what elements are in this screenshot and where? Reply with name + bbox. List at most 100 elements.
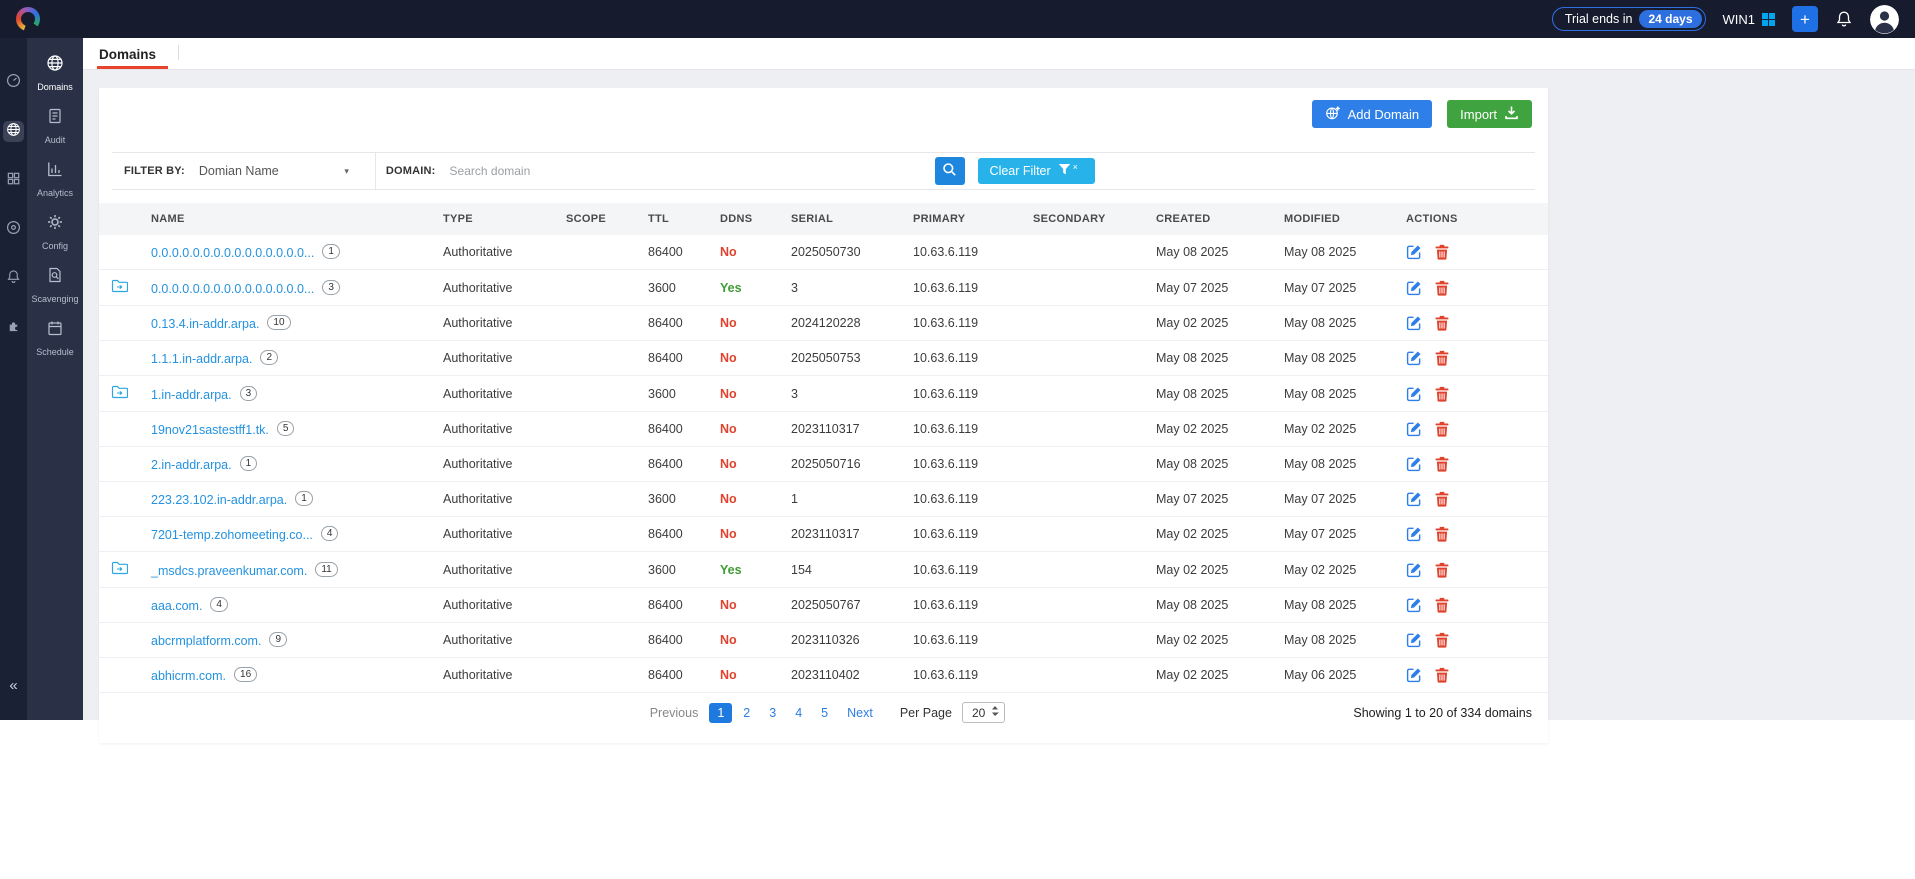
delete-domain-button[interactable] [1434,280,1450,296]
sidebar-item-audit[interactable]: Audit [27,99,83,152]
edit-domain-button[interactable] [1406,526,1422,542]
column-header-scope[interactable]: SCOPE [558,203,640,235]
tab-domains[interactable]: Domains [97,41,169,69]
record-count-badge: 3 [322,279,340,295]
notifications-bell-icon[interactable] [1835,10,1853,28]
domain-link[interactable]: 223.23.102.in-addr.arpa. [151,493,288,507]
filter-by-select[interactable]: Domian Name ▾ [185,164,357,178]
column-header-type[interactable]: TYPE [435,203,558,235]
edit-domain-button[interactable] [1406,244,1422,260]
rail-item-bell[interactable] [3,268,24,289]
sidebar-item-config[interactable]: Config [27,205,83,258]
edit-domain-button[interactable] [1406,315,1422,331]
edit-domain-button[interactable] [1406,562,1422,578]
add-domain-button[interactable]: Add Domain [1311,100,1433,128]
domain-link[interactable]: aaa.com. [151,599,203,613]
column-header-name[interactable]: NAME [143,203,435,235]
domain-link[interactable]: 7201-temp.zohomeeting.co... [151,528,313,542]
column-header-ddns[interactable]: DDNS [712,203,783,235]
delete-domain-button[interactable] [1434,386,1450,402]
zone-transfer-folder-icon [111,385,128,399]
edit-domain-button[interactable] [1406,386,1422,402]
domain-link[interactable]: 19nov21sastestff1.tk. [151,423,269,437]
cell-created: May 08 2025 [1148,340,1276,376]
delete-domain-button[interactable] [1434,667,1450,683]
domain-search-input[interactable] [449,164,935,178]
cell-serial: 2023110326 [783,622,905,658]
sidebar-item-analytics[interactable]: Analytics [27,152,83,205]
cell-ttl: 86400 [640,305,712,341]
pagination-previous[interactable]: Previous [649,705,699,720]
domain-link[interactable]: 0.13.4.in-addr.arpa. [151,317,260,331]
delete-domain-button[interactable] [1434,350,1450,366]
column-header-primary[interactable]: PRIMARY [905,203,1025,235]
cell-secondary [1025,481,1148,517]
delete-domain-button[interactable] [1434,456,1450,472]
search-button[interactable] [934,157,965,185]
column-header-actions[interactable]: ACTIONS [1398,203,1548,235]
column-header-created[interactable]: CREATED [1148,203,1276,235]
app-logo-icon[interactable] [16,7,40,31]
delete-domain-button[interactable] [1434,315,1450,331]
pagination-page-1[interactable]: 1 [709,702,733,723]
trial-banner[interactable]: Trial ends in 24 days [1551,7,1706,31]
column-header-serial[interactable]: SERIAL [783,203,905,235]
cell-created: May 08 2025 [1148,587,1276,623]
edit-domain-button[interactable] [1406,421,1422,437]
edit-domain-button[interactable] [1406,597,1422,613]
pagination-page-3[interactable]: 3 [769,705,777,720]
domain-link[interactable]: 1.1.1.in-addr.arpa. [151,352,253,366]
record-count-badge: 9 [269,632,288,647]
delete-domain-button[interactable] [1434,526,1450,542]
domain-link[interactable]: _msdcs.praveenkumar.com. [151,563,308,578]
sidebar-item-scavenging[interactable]: Scavenging [27,258,83,311]
table-row: _msdcs.praveenkumar.com. 11 Authoritative 3… [99,551,1548,588]
user-avatar[interactable] [1870,4,1899,34]
column-header-modified[interactable]: MODIFIED [1276,203,1398,235]
pagination-page-5[interactable]: 5 [821,705,829,720]
delete-domain-button[interactable] [1434,632,1450,648]
rail-item-grid[interactable] [3,170,24,191]
edit-domain-button[interactable] [1406,667,1422,683]
import-button[interactable]: Import [1447,100,1532,128]
delete-domain-button[interactable] [1434,421,1450,437]
delete-domain-button[interactable] [1434,244,1450,260]
sidebar-collapse-button[interactable]: « [9,677,18,694]
cell-secondary [1025,340,1148,376]
edit-domain-button[interactable] [1406,632,1422,648]
domain-link[interactable]: abhicrm.com. [151,669,227,683]
pagination-page-4[interactable]: 4 [795,705,803,720]
pagination-next[interactable]: Next [847,705,873,720]
domain-link[interactable]: 0.0.0.0.0.0.0.0.0.0.0.0.0.0.0... [151,281,315,296]
domain-link[interactable]: 2.in-addr.arpa. [151,458,232,472]
cell-created: May 02 2025 [1148,657,1276,693]
cell-scope [558,657,640,693]
sidebar-item-domains[interactable]: Domains [27,46,83,99]
pagination-page-2[interactable]: 2 [743,705,751,720]
rail-item-disc[interactable] [3,219,24,240]
filter-by-value: Domian Name [198,164,279,178]
column-header-secondary[interactable]: SECONDARY [1025,203,1148,235]
edit-domain-button[interactable] [1406,491,1422,507]
edit-domain-button[interactable] [1406,350,1422,366]
server-selector[interactable]: WIN1 [1723,12,1775,27]
delete-domain-button[interactable] [1434,597,1450,613]
per-page-select[interactable]: 20 [961,702,1006,723]
domain-link[interactable]: 1.in-addr.arpa. [151,387,232,402]
rail-item-globe[interactable] [3,121,24,142]
delete-domain-button[interactable] [1434,562,1450,578]
quick-add-button[interactable]: + [1792,6,1818,32]
delete-domain-button[interactable] [1434,491,1450,507]
domain-link[interactable]: 0.0.0.0.0.0.0.0.0.0.0.0.0.0.0... [151,246,315,260]
cell-secondary [1025,446,1148,482]
edit-domain-button[interactable] [1406,456,1422,472]
edit-domain-button[interactable] [1406,280,1422,296]
clear-filter-button[interactable]: Clear Filter × [977,158,1095,184]
domain-link[interactable]: abcrmplatform.com. [151,634,262,648]
rail-item-gauge[interactable] [3,72,24,93]
column-header-ttl[interactable]: TTL [640,203,712,235]
rail-item-puzzle[interactable] [3,317,24,338]
cell-modified: May 08 2025 [1276,587,1398,623]
cell-scope [558,516,640,552]
sidebar-item-schedule[interactable]: Schedule [27,311,83,364]
